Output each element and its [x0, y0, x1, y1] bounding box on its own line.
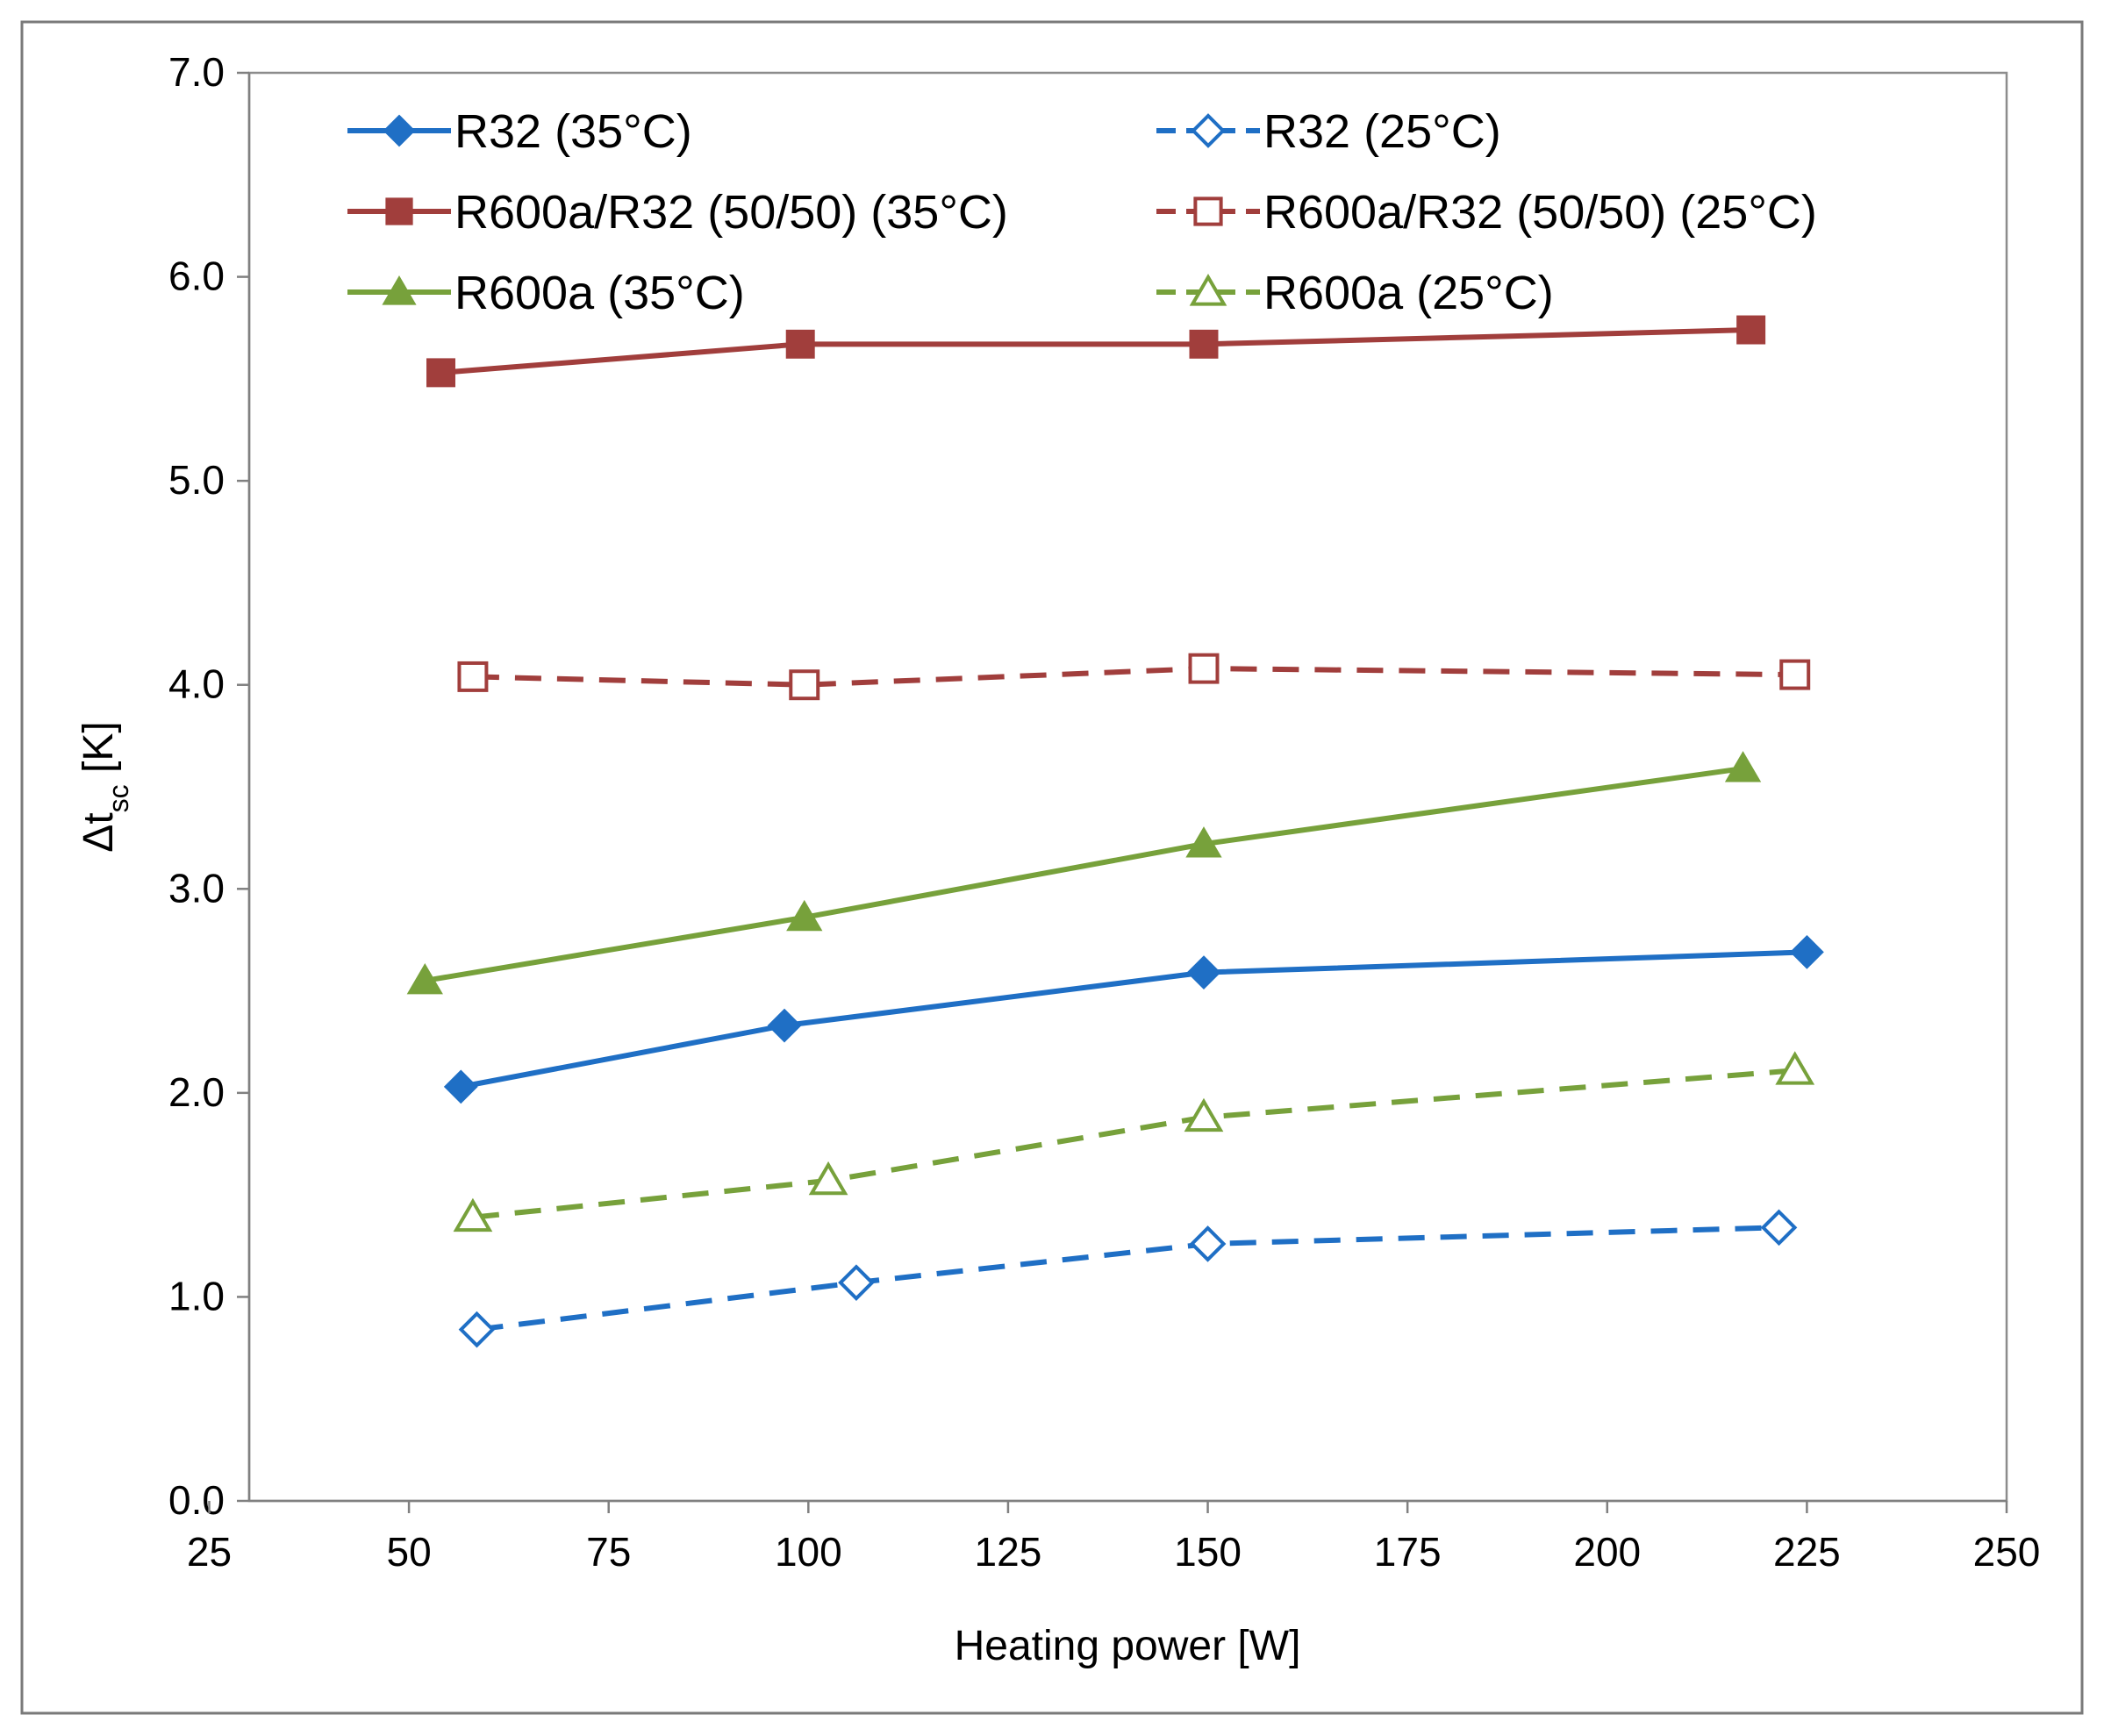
marker-square	[1779, 659, 1811, 690]
y-tick-label: 6.0	[168, 254, 225, 299]
legend-label: R600a (35°C)	[454, 267, 745, 319]
x-tick-label: 175	[1374, 1529, 1442, 1575]
marker-triangle	[1184, 1097, 1224, 1132]
marker-square	[457, 661, 489, 692]
marker-triangle	[1724, 751, 1762, 782]
marker-diamond	[1191, 113, 1226, 148]
x-tick-label: 225	[1773, 1529, 1841, 1575]
x-tick-label: 150	[1174, 1529, 1242, 1575]
marker-triangle	[786, 899, 823, 932]
y-tick-label: 2.0	[168, 1069, 225, 1115]
series	[457, 653, 1811, 701]
y-tick-label: 5.0	[168, 457, 225, 503]
series	[458, 1209, 1798, 1348]
marker-triangle	[453, 1197, 493, 1232]
marker-triangle	[1185, 826, 1222, 858]
marker-diamond	[767, 1008, 802, 1043]
marker-square	[785, 329, 815, 359]
legend-label: R32 (35°C)	[454, 105, 692, 158]
legend-item: R600a (35°C)	[347, 267, 745, 319]
y-tick-label: 0.0	[168, 1477, 225, 1523]
marker-diamond	[1189, 1225, 1227, 1262]
legend-label: R600a/R32 (50/50) (35°C)	[454, 186, 1008, 239]
legend-label: R600a (25°C)	[1263, 267, 1554, 319]
marker-diamond	[1186, 955, 1221, 990]
marker-square	[1736, 315, 1766, 345]
x-tick-label: 75	[586, 1529, 631, 1575]
y-axis-title-subscript: sc	[103, 784, 134, 812]
series-line	[440, 327, 1751, 375]
legend-item: R600a/R32 (50/50) (35°C)	[347, 186, 1008, 239]
axes: 0.0 1.0 2.0 3.0 4.0 5.0 6.0 7.0 25 50 75 100 125 150 1…	[168, 49, 2040, 1575]
marker-square	[1193, 196, 1223, 226]
marker-diamond	[443, 1069, 478, 1104]
x-tick-label: 250	[1973, 1529, 2041, 1575]
y-axis-title-unit: [K]	[75, 721, 122, 784]
marker-square	[1189, 329, 1219, 359]
y-axis-title: Δtsc [K]	[75, 721, 134, 852]
marker-diamond	[458, 1311, 496, 1348]
series-line	[424, 766, 1743, 983]
y-tick-label: 4.0	[168, 661, 225, 707]
legend-label: R600a/R32 (50/50) (25°C)	[1263, 186, 1817, 239]
y-tick-label: 1.0	[168, 1273, 225, 1318]
marker-triangle	[1775, 1051, 1815, 1085]
x-tick-label: 50	[387, 1529, 432, 1575]
legend-item: R32 (25°C)	[1156, 105, 1501, 158]
marker-triangle	[382, 275, 417, 305]
series	[443, 934, 1824, 1104]
y-tick-label: 7.0	[168, 49, 225, 95]
legend-item: R600a/R32 (50/50) (25°C)	[1156, 186, 1817, 239]
series-line	[460, 949, 1807, 1089]
marker-diamond	[838, 1264, 875, 1301]
marker-diamond	[1789, 934, 1824, 969]
chart-frame	[20, 20, 2084, 1715]
marker-square	[789, 669, 820, 701]
x-axis-title: Heating power [W]	[955, 1623, 1301, 1669]
marker-diamond	[383, 114, 416, 147]
marker-triangle	[1189, 274, 1227, 306]
x-tick-label: 125	[975, 1529, 1042, 1575]
y-tick-label: 3.0	[168, 865, 225, 911]
legend-item: R32 (35°C)	[347, 105, 692, 158]
series-line	[476, 1225, 1779, 1332]
marker-triangle	[406, 962, 443, 995]
series	[406, 751, 1762, 995]
legend: R32 (35°C) R32 (25°C) R600a/R32 (50/50) (3…	[347, 105, 1817, 319]
legend-label: R32 (25°C)	[1263, 105, 1501, 158]
x-tick-label: 200	[1573, 1529, 1641, 1575]
marker-square	[1188, 653, 1220, 684]
series-layer	[406, 315, 1824, 1348]
marker-square	[385, 197, 413, 225]
legend-item: R600a (25°C)	[1156, 267, 1554, 319]
series-line	[472, 1068, 1795, 1220]
series	[426, 315, 1766, 388]
x-tick-label: 100	[775, 1529, 842, 1575]
series	[453, 1051, 1815, 1232]
marker-triangle	[808, 1161, 848, 1196]
series-line	[472, 666, 1795, 688]
marker-square	[426, 358, 455, 388]
marker-diamond	[1760, 1209, 1798, 1247]
y-axis-title-main: Δt	[75, 812, 122, 852]
x-tick-label: 25	[187, 1529, 232, 1575]
